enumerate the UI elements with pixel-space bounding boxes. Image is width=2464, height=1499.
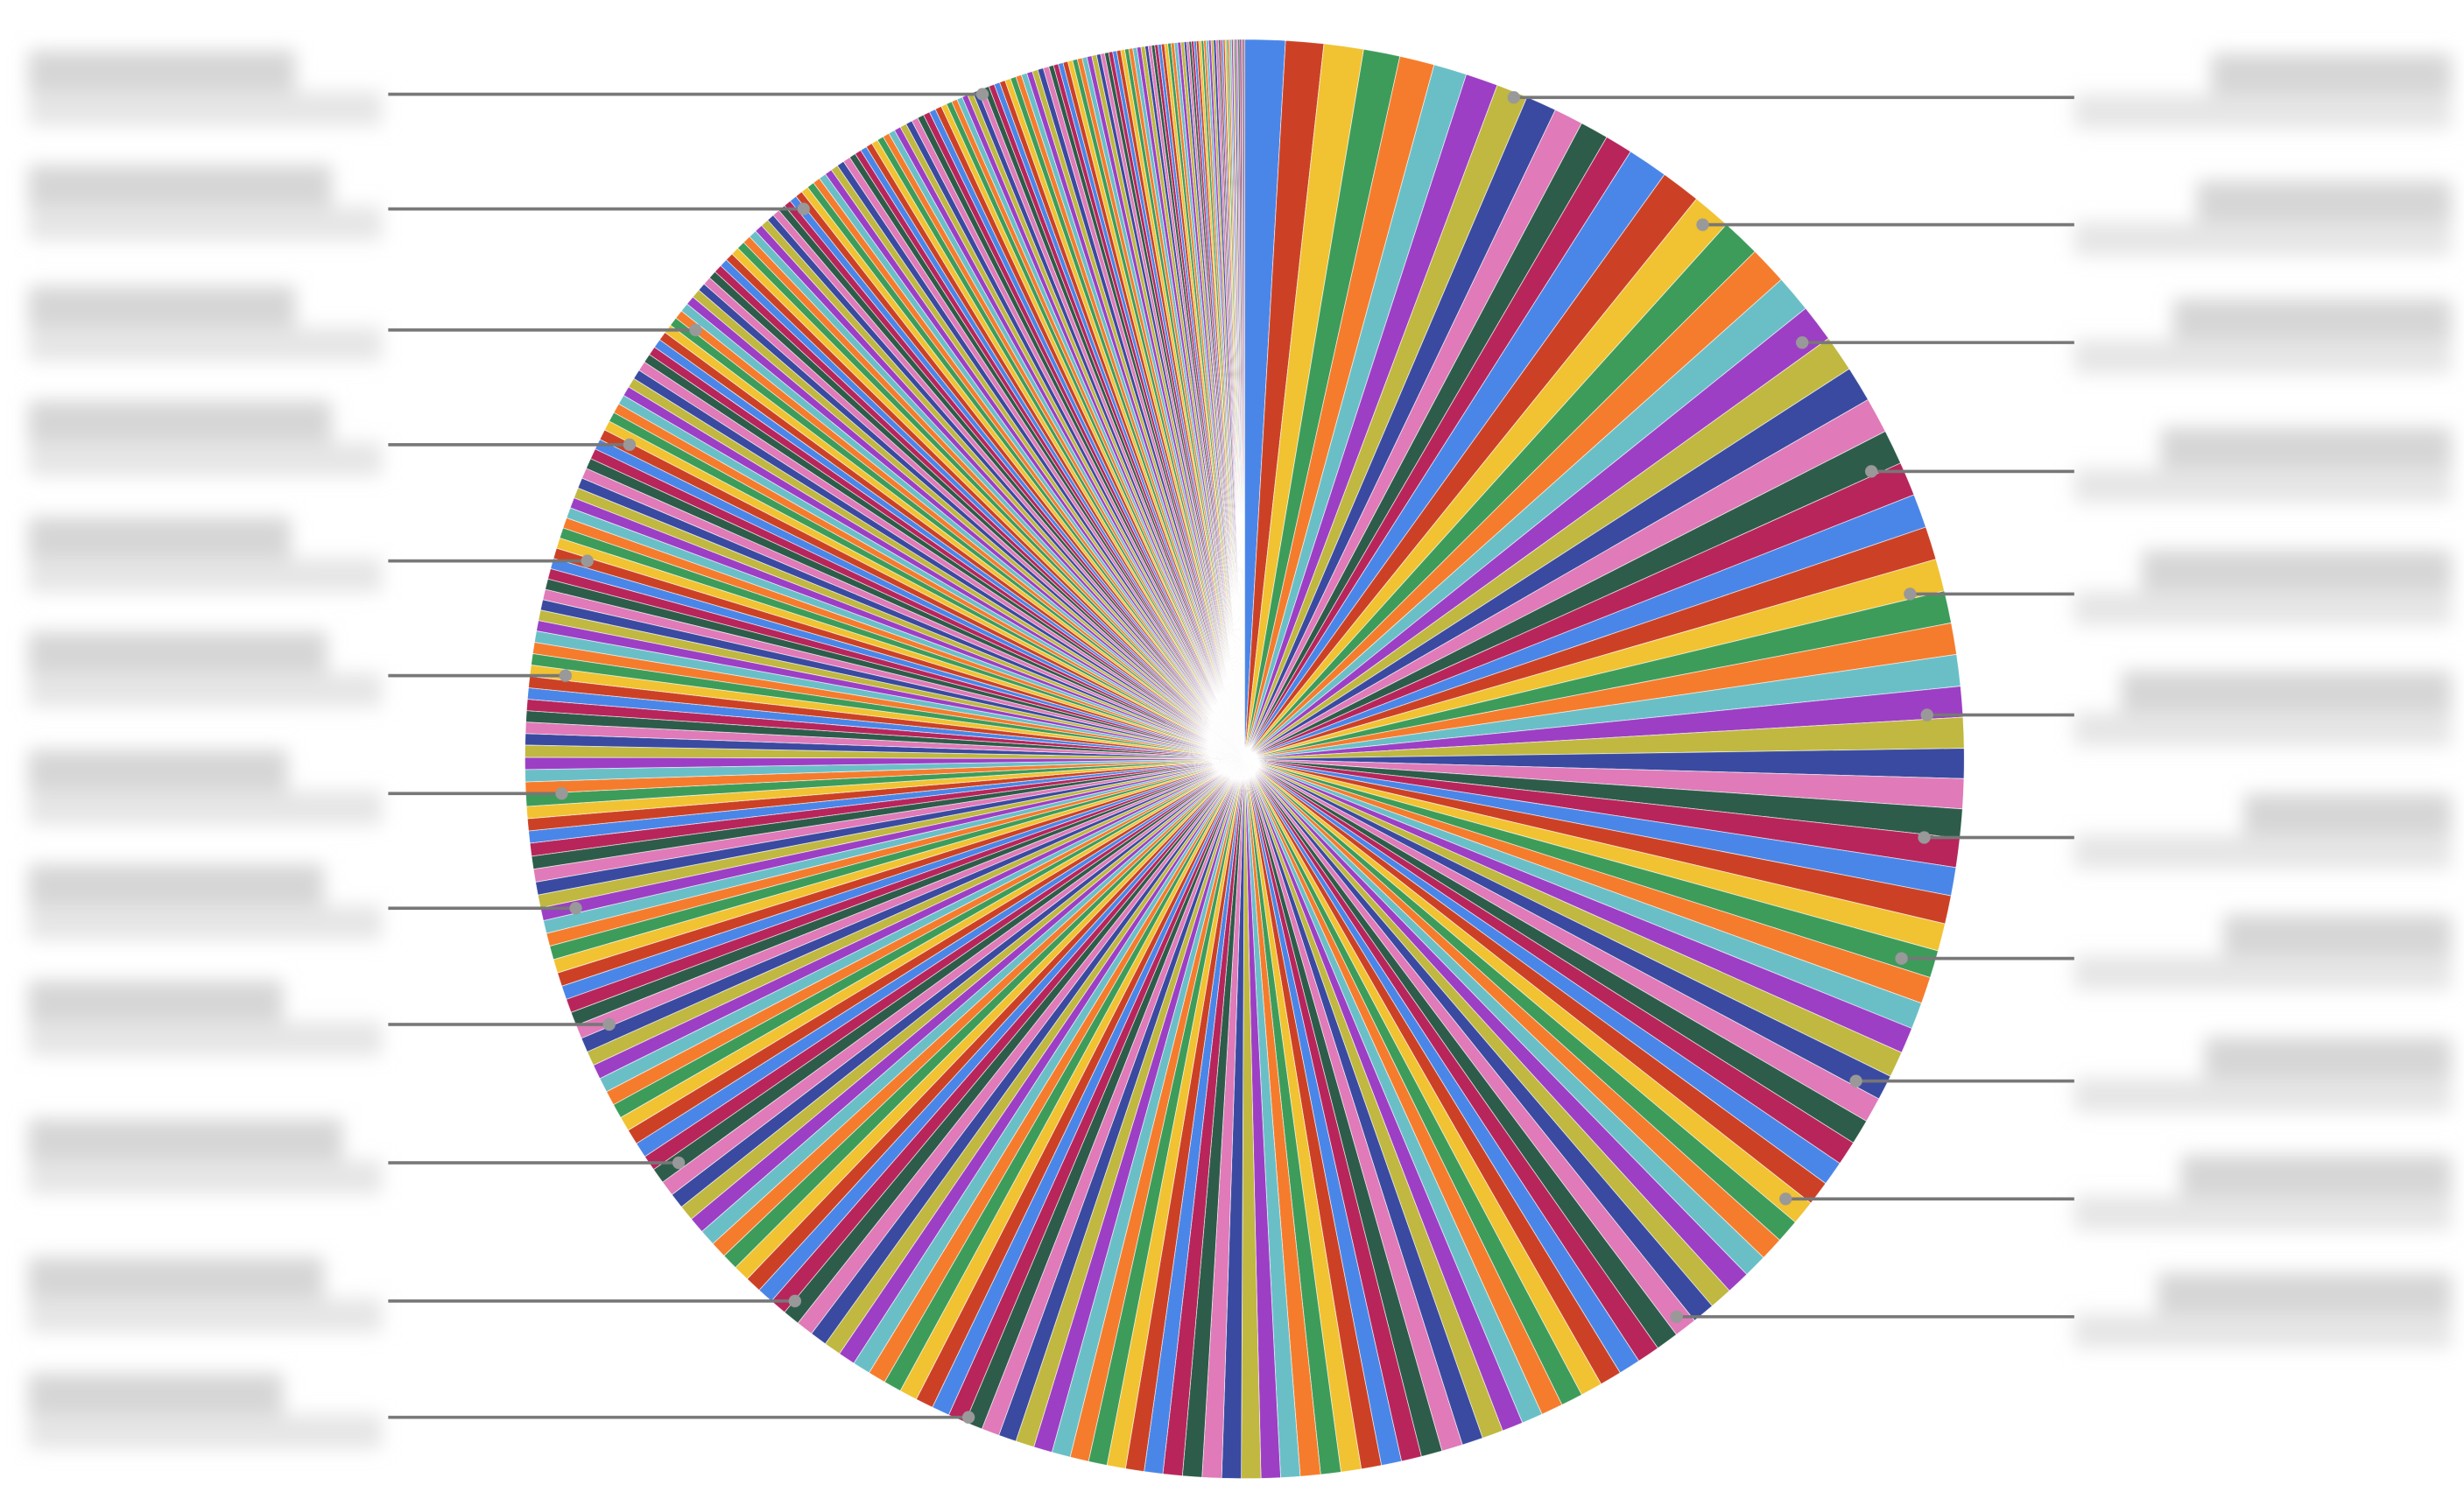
leader-lines [388, 88, 2074, 1424]
label-placeholder [2204, 1037, 2452, 1079]
label-placeholder [28, 672, 383, 707]
leader-dot [1796, 336, 1809, 349]
leader-dot [559, 669, 572, 682]
label-placeholder [28, 631, 327, 673]
label-placeholder [28, 327, 383, 362]
label-placeholder [28, 904, 383, 940]
pie [524, 39, 1965, 1479]
leader-dot [961, 1411, 975, 1424]
label-placeholder [28, 864, 324, 905]
leader-dot [672, 1156, 686, 1170]
label-placeholder [2180, 1154, 2452, 1196]
label-placeholder [28, 1118, 343, 1160]
label-placeholder [2073, 468, 2452, 503]
label-placeholder [28, 400, 332, 442]
pie-slice [1243, 39, 1245, 759]
leader-dot [788, 1294, 801, 1308]
label-placeholder [28, 285, 296, 327]
label-placeholder [28, 91, 383, 126]
leader-dot [1918, 831, 1931, 844]
label-placeholder [28, 750, 288, 791]
label-placeholder [2073, 1313, 2452, 1348]
label-placeholder [2073, 711, 2452, 747]
label-placeholder [28, 517, 292, 559]
label-placeholder [2073, 94, 2452, 130]
label-placeholder [28, 1414, 383, 1449]
label-placeholder [28, 165, 332, 207]
label-placeholder [2073, 590, 2452, 626]
leader-dot [1904, 588, 1917, 601]
leader-dot [1670, 1310, 1683, 1324]
leader-dot [1779, 1193, 1792, 1206]
leader-dot [975, 88, 989, 101]
label-placeholder [28, 1373, 284, 1415]
label-placeholder [2223, 914, 2452, 956]
leader-dot [1864, 465, 1878, 478]
label-placeholder [28, 790, 383, 826]
leader-dot [1920, 708, 1933, 721]
label-placeholder [2160, 427, 2452, 468]
label-placeholder [2211, 53, 2452, 95]
label-placeholder [28, 1256, 324, 1298]
label-placeholder [2073, 222, 2452, 257]
label-placeholder [28, 980, 284, 1022]
leader-dot [1849, 1074, 1862, 1087]
label-placeholder [28, 1159, 383, 1194]
label-placeholder [2073, 955, 2452, 990]
label-placeholder [2073, 1195, 2452, 1231]
leader-dot [1895, 952, 1908, 965]
label-placeholder [2073, 1078, 2452, 1113]
label-placeholder [2121, 671, 2452, 712]
label-placeholder [28, 1298, 383, 1333]
label-placeholder [28, 558, 383, 593]
label-placeholder [28, 50, 296, 92]
leader-dot [623, 438, 637, 452]
label-placeholder [2157, 1272, 2452, 1314]
label-placeholder [2196, 180, 2452, 222]
label-placeholder [28, 1021, 383, 1056]
leader-dot [602, 1017, 616, 1031]
leader-dot [569, 902, 582, 915]
label-placeholder [2073, 834, 2452, 869]
leader-dot [555, 787, 568, 800]
label-placeholder [28, 206, 383, 241]
blurred-labels [28, 50, 2452, 1449]
leader-dot [1507, 91, 1520, 104]
label-placeholder [2073, 339, 2452, 375]
label-placeholder [2243, 793, 2452, 834]
label-placeholder [28, 441, 383, 476]
leader-dot [1696, 218, 1709, 231]
label-placeholder [2142, 550, 2452, 591]
leader-dot [689, 323, 702, 337]
leader-dot [581, 554, 594, 567]
label-placeholder [2172, 298, 2452, 340]
leader-dot [797, 202, 810, 215]
